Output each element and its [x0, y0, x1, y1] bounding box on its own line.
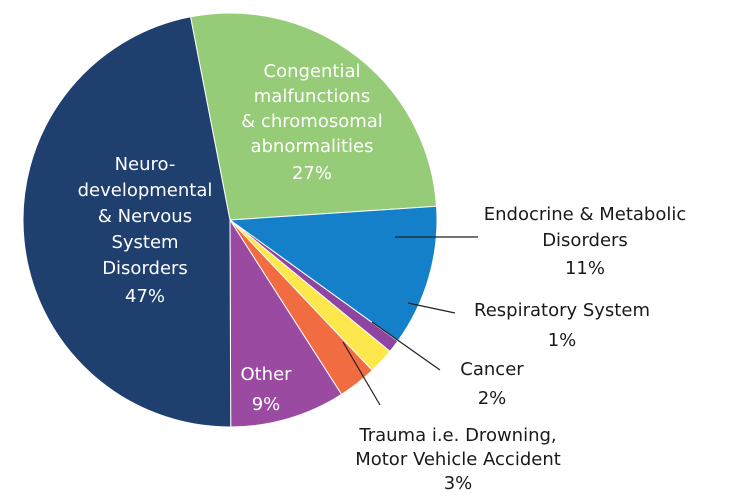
- slice-label: Motor Vehicle Accident: [355, 449, 561, 470]
- leader-line: [371, 321, 441, 371]
- slice-label: Endocrine & Metabolic: [484, 204, 687, 225]
- pie-slice: [189, 12, 438, 221]
- value-label: 3%: [444, 473, 473, 494]
- value-label: 9%: [252, 394, 281, 415]
- value-label: 2%: [478, 388, 507, 409]
- value-label: 1%: [548, 330, 577, 351]
- pie-slice: [229, 218, 343, 428]
- slice-label: Disorders: [102, 258, 188, 279]
- value-label: 11%: [565, 258, 605, 279]
- value-label: 27%: [292, 163, 332, 184]
- leader-line: [342, 341, 381, 406]
- slice-label: Respiratory System: [474, 300, 650, 321]
- slice-label: developmental: [78, 180, 213, 201]
- slice-label: Cancer: [460, 359, 524, 380]
- pie-slice: [22, 16, 232, 428]
- value-label: 47%: [125, 286, 165, 307]
- slice-label: abnormalities: [250, 136, 373, 157]
- slice-label: Disorders: [542, 230, 628, 251]
- leader-line: [407, 302, 456, 314]
- slice-label: Trauma i.e. Drowning,: [358, 425, 556, 446]
- slice-label: & Nervous: [98, 206, 192, 227]
- slice-label: malfunctions: [254, 86, 370, 107]
- slice-label: & chromosomal: [241, 111, 383, 132]
- slice-label: Neuro-: [115, 154, 176, 175]
- slice-label: Congential: [264, 61, 361, 82]
- slice-label: Other: [240, 364, 292, 385]
- pie-slice: [228, 205, 438, 342]
- slice-label: System: [111, 232, 178, 253]
